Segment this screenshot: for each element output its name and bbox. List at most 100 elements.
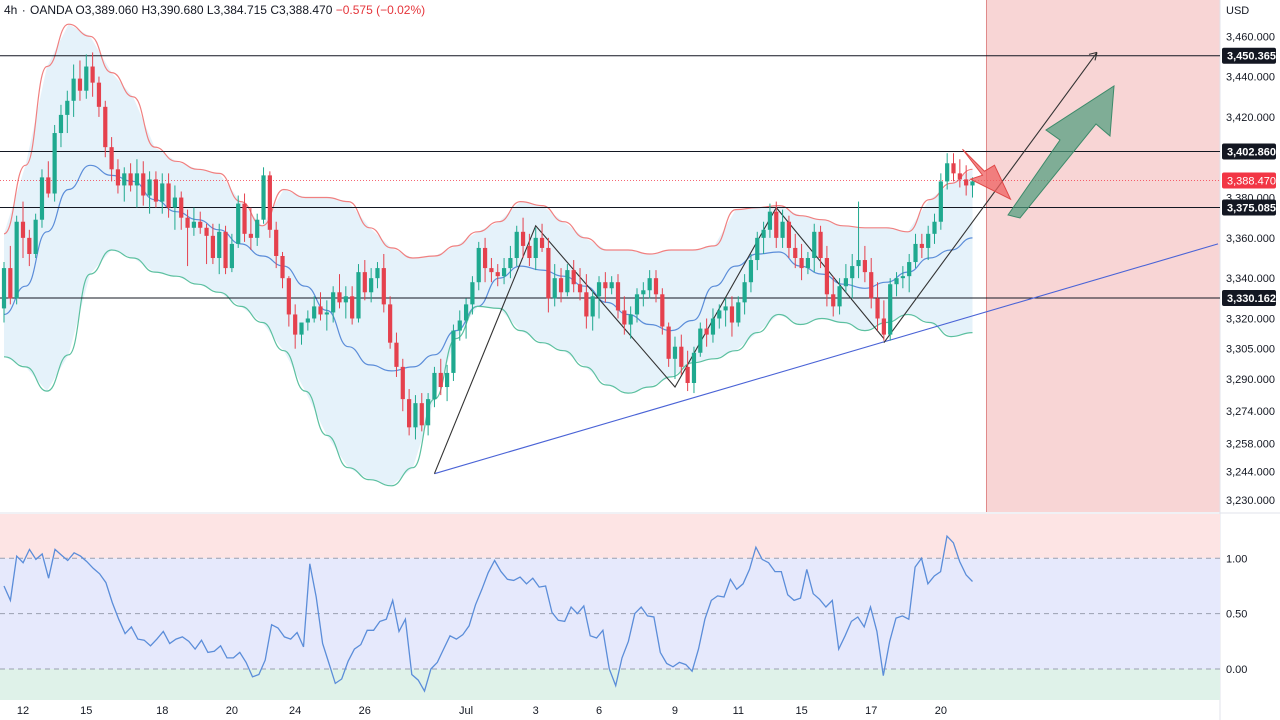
candle[interactable] <box>786 215 792 259</box>
candle[interactable] <box>577 268 583 301</box>
candle[interactable] <box>628 306 633 339</box>
candle[interactable] <box>109 137 114 182</box>
level-price-tag[interactable] <box>1222 47 1276 64</box>
candle[interactable] <box>147 171 152 214</box>
candle[interactable] <box>261 167 266 224</box>
candle[interactable] <box>736 296 741 327</box>
candle[interactable] <box>615 274 621 319</box>
candle[interactable] <box>179 191 184 230</box>
candle[interactable] <box>634 288 640 323</box>
candle[interactable] <box>153 171 159 208</box>
candle[interactable] <box>799 243 804 281</box>
candle[interactable] <box>767 203 773 238</box>
candle[interactable] <box>508 245 513 279</box>
candle[interactable] <box>850 253 855 299</box>
price-pane[interactable] <box>0 23 1220 487</box>
candle[interactable] <box>343 286 348 319</box>
candle[interactable] <box>96 76 102 117</box>
candle[interactable] <box>824 245 829 307</box>
candle[interactable] <box>128 163 133 192</box>
rsi-line[interactable] <box>3 534 973 693</box>
candle[interactable] <box>191 207 196 236</box>
candle[interactable] <box>299 322 304 345</box>
candle[interactable] <box>926 225 931 261</box>
candle[interactable] <box>476 241 481 291</box>
candle[interactable] <box>761 221 766 254</box>
candle[interactable] <box>533 227 538 271</box>
candle[interactable] <box>919 233 924 259</box>
candle[interactable] <box>685 350 690 392</box>
candle[interactable] <box>913 233 918 269</box>
candle[interactable] <box>780 209 785 248</box>
candle[interactable] <box>39 169 45 228</box>
candle[interactable] <box>1 262 7 323</box>
candle[interactable] <box>622 296 627 335</box>
candle[interactable] <box>223 225 228 275</box>
candle[interactable] <box>957 159 962 188</box>
candle[interactable] <box>679 334 684 375</box>
candle[interactable] <box>457 310 462 341</box>
candle[interactable] <box>653 270 659 303</box>
candle[interactable] <box>660 288 665 335</box>
candle[interactable] <box>65 90 70 134</box>
candle[interactable] <box>115 159 121 194</box>
candle[interactable] <box>451 324 456 381</box>
candle[interactable] <box>843 264 848 293</box>
candle[interactable] <box>20 201 26 259</box>
candle[interactable] <box>463 298 469 339</box>
bearish-arrow[interactable] <box>962 148 1012 201</box>
candle[interactable] <box>324 300 329 331</box>
candle[interactable] <box>445 364 450 402</box>
candle[interactable] <box>172 185 178 230</box>
candle[interactable] <box>381 253 386 313</box>
candle[interactable] <box>565 264 570 297</box>
candle[interactable] <box>748 253 754 293</box>
candle[interactable] <box>71 64 76 117</box>
candle[interactable] <box>774 201 779 248</box>
candle[interactable] <box>331 286 336 323</box>
candle[interactable] <box>236 195 241 248</box>
candle[interactable] <box>558 268 564 303</box>
candle[interactable] <box>375 262 380 289</box>
candle[interactable] <box>856 201 861 279</box>
candle[interactable] <box>951 153 956 182</box>
rsi-pane[interactable] <box>0 514 1220 700</box>
candle[interactable] <box>742 274 747 315</box>
candle[interactable] <box>704 318 709 347</box>
candle[interactable] <box>647 270 652 299</box>
candle[interactable] <box>407 389 412 436</box>
last-price-tag[interactable] <box>1222 172 1276 189</box>
candle[interactable] <box>160 173 165 214</box>
candle[interactable] <box>90 52 95 97</box>
candle[interactable] <box>394 332 399 377</box>
candle[interactable] <box>584 274 589 329</box>
candle[interactable] <box>793 233 798 269</box>
candle[interactable] <box>805 251 811 275</box>
candle[interactable] <box>274 221 279 269</box>
candle[interactable] <box>27 229 32 267</box>
candle[interactable] <box>932 213 937 244</box>
candle[interactable] <box>438 358 443 396</box>
candle[interactable] <box>419 393 424 432</box>
candle[interactable] <box>210 223 215 265</box>
candle[interactable] <box>495 264 500 287</box>
candle[interactable] <box>514 225 519 267</box>
candle[interactable] <box>286 276 291 327</box>
candle[interactable] <box>482 237 488 283</box>
candle[interactable] <box>432 366 437 408</box>
candle[interactable] <box>907 253 912 293</box>
candle[interactable] <box>204 223 209 265</box>
candle[interactable] <box>293 304 298 349</box>
candle[interactable] <box>280 251 285 289</box>
candle[interactable] <box>894 272 899 297</box>
candle[interactable] <box>489 258 494 283</box>
candle[interactable] <box>58 104 64 148</box>
candle[interactable] <box>691 346 697 394</box>
candle[interactable] <box>837 278 842 315</box>
candle[interactable] <box>77 60 83 101</box>
candle[interactable] <box>609 276 614 295</box>
time-axis[interactable]: 12 15 18 20 24 26 Jul 3 6 9 11 15 17 20 <box>17 705 947 717</box>
candle[interactable] <box>8 245 13 305</box>
candle[interactable] <box>641 282 646 307</box>
candle[interactable] <box>267 171 272 238</box>
